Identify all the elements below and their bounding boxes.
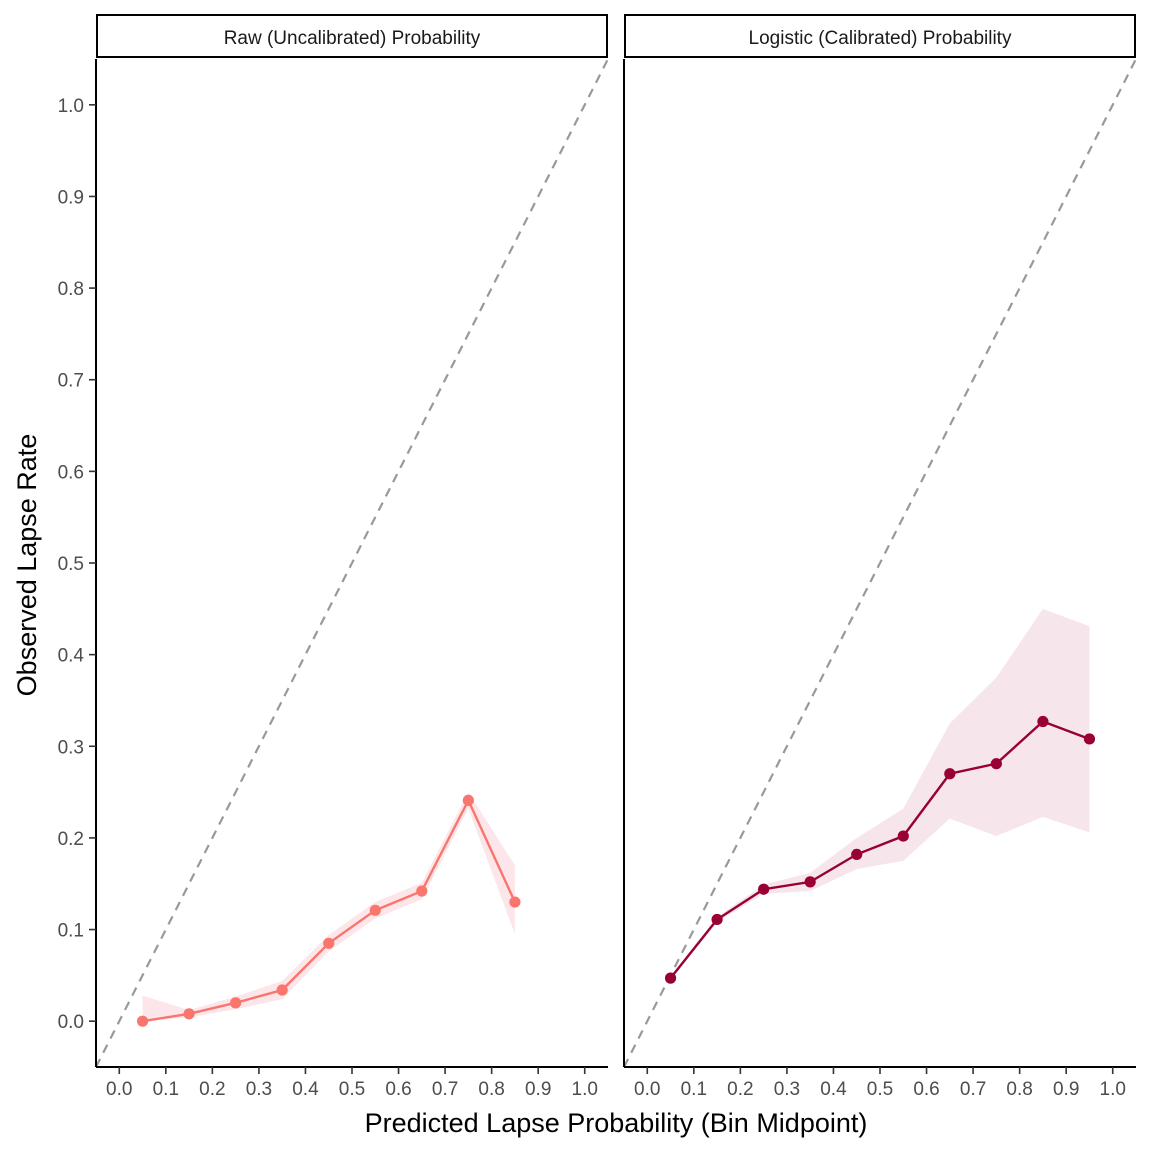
data-point — [1037, 715, 1049, 728]
reference-diagonal — [96, 59, 608, 1067]
panels-layer: Raw (Uncalibrated) Probability 0.0 0.1 0.2 0… — [58, 14, 1136, 1100]
data-point — [897, 830, 909, 842]
data-point — [509, 896, 521, 908]
x-tick-label: 0.7 — [432, 1079, 458, 1100]
x-tick-label: 0.8 — [478, 1079, 504, 1100]
data-point — [711, 913, 723, 926]
data-point — [1083, 733, 1096, 745]
panel-1: Raw (Uncalibrated) Probability 0.0 0.1 0.2 0… — [58, 14, 608, 1100]
data-point — [136, 1015, 149, 1027]
confidence-ribbon — [670, 608, 1090, 980]
y-tick-label: 0.1 — [58, 921, 84, 942]
x-tick-label: 0.4 — [820, 1079, 847, 1100]
y-tick-label: 0.6 — [58, 462, 84, 483]
reference-diagonal — [624, 59, 1136, 1067]
x-tick-label: 0.6 — [385, 1079, 411, 1100]
y-tick-label: 0.4 — [58, 646, 85, 667]
data-point — [276, 984, 288, 996]
x-tick-label: 0.5 — [867, 1079, 893, 1100]
x-tick-label: 0.3 — [774, 1079, 800, 1100]
x-tick-label: 0.4 — [292, 1079, 319, 1100]
confidence-ribbon — [142, 792, 515, 1022]
x-tick-label: 0.0 — [634, 1079, 660, 1100]
x-tick-label: 0.9 — [525, 1079, 551, 1100]
data-point — [183, 1008, 195, 1020]
data-point — [758, 883, 770, 895]
data-point — [462, 794, 474, 806]
data-point — [851, 848, 863, 861]
x-tick-label: 0.3 — [246, 1079, 272, 1100]
data-point — [323, 937, 335, 949]
x-axis-title: Predicted Lapse Probability (Bin Midpoin… — [365, 1108, 868, 1138]
x-tick-label: 1.0 — [1100, 1079, 1126, 1100]
x-tick-label: 0.2 — [727, 1079, 753, 1100]
facet-strip-label: Raw (Uncalibrated) Probability — [224, 28, 481, 49]
x-tick-label: 1.0 — [572, 1079, 598, 1100]
x-tick-label: 0.1 — [681, 1079, 707, 1100]
series-line — [669, 720, 1090, 979]
data-point — [416, 885, 428, 897]
x-tick-label: 0.9 — [1053, 1079, 1079, 1100]
data-point — [944, 768, 956, 780]
x-tick-label: 0.6 — [913, 1079, 939, 1100]
x-tick-label: 0.7 — [960, 1079, 986, 1100]
facet-strip-box — [624, 14, 1136, 58]
data-point — [230, 997, 242, 1009]
panel-2: Logistic (Calibrated) Probability 0.0 0.1 0… — [623, 14, 1136, 1100]
panel-plot-area — [624, 59, 1136, 1067]
y-tick-label: 0.2 — [58, 829, 84, 850]
facet-strip-box — [96, 14, 608, 58]
y-axis-title: Observed Lapse Rate — [12, 434, 42, 697]
x-tick-label: 0.8 — [1006, 1079, 1032, 1100]
series-line — [142, 797, 517, 1023]
x-tick-label: 0.2 — [199, 1079, 225, 1100]
panel-plot-area — [96, 59, 608, 1067]
x-tick-label: 0.1 — [153, 1079, 179, 1100]
data-point — [804, 876, 816, 888]
data-point — [664, 972, 677, 984]
y-tick-label: 0.9 — [58, 187, 84, 208]
y-tick-label: 0.0 — [58, 1012, 84, 1033]
y-tick-label: 0.7 — [58, 371, 84, 392]
facet-strip-label: Logistic (Calibrated) Probability — [749, 28, 1012, 49]
y-tick-label: 0.5 — [58, 554, 84, 575]
x-tick-label: 0.0 — [106, 1079, 132, 1100]
y-tick-label: 0.3 — [58, 737, 84, 758]
y-tick-label: 1.0 — [58, 96, 84, 117]
y-tick-label: 0.8 — [58, 279, 84, 300]
data-point — [990, 758, 1002, 770]
x-tick-label: 0.5 — [339, 1079, 365, 1100]
data-point — [369, 904, 381, 916]
